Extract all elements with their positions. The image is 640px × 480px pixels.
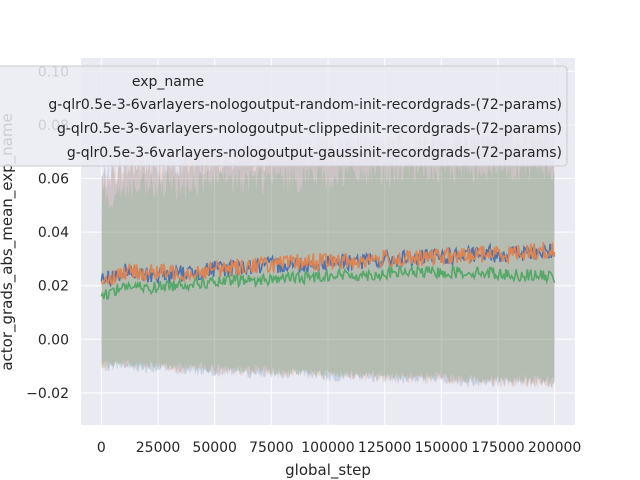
series-line: [100, 242, 556, 287]
x-tick-labels: 0 25000 50000 75000 100000 125000 150000 175000…: [97, 440, 581, 456]
x-axis-label: global_step: [285, 461, 371, 480]
y-tick-label: 0.04: [38, 225, 69, 241]
x-tick-label: 175000: [471, 440, 524, 456]
legend-entry: g-qlr0.5e-3-6varlayers-nologoutput-rando…: [48, 97, 562, 113]
legend: exp_name g-qlr0.5e-3-6varlayers-nologoutp…: [0, 65, 568, 167]
y-tick-label: 0.06: [38, 172, 69, 188]
confidence-band: [101, 118, 555, 390]
legend-entry: g-qlr0.5e-3-6varlayers-nologoutput-gauss…: [67, 145, 562, 161]
y-axis-label: actor_grads_abs_mean_exp_name: [0, 113, 17, 370]
y-tick-label: 0.00: [38, 332, 69, 348]
x-tick-label: 25000: [136, 440, 181, 456]
x-tick-label: 150000: [415, 440, 468, 456]
legend-title: exp_name: [132, 74, 204, 90]
x-tick-label: 0: [97, 440, 106, 456]
confidence-band: [101, 152, 555, 385]
confidence-bands: [101, 118, 555, 390]
legend-box: [0, 65, 568, 167]
x-tick-label: 200000: [528, 440, 581, 456]
y-tick-label: 0.02: [38, 279, 69, 295]
legend-entry: g-qlr0.5e-3-6varlayers-nologoutput-clipp…: [57, 121, 562, 137]
x-tick-label: 50000: [192, 440, 237, 456]
x-tick-label: 100000: [301, 440, 354, 456]
x-tick-label: 75000: [249, 440, 294, 456]
x-tick-label: 125000: [358, 440, 411, 456]
y-tick-label: −0.02: [26, 386, 69, 402]
series-line: [100, 263, 556, 300]
series-lines: [100, 242, 556, 300]
